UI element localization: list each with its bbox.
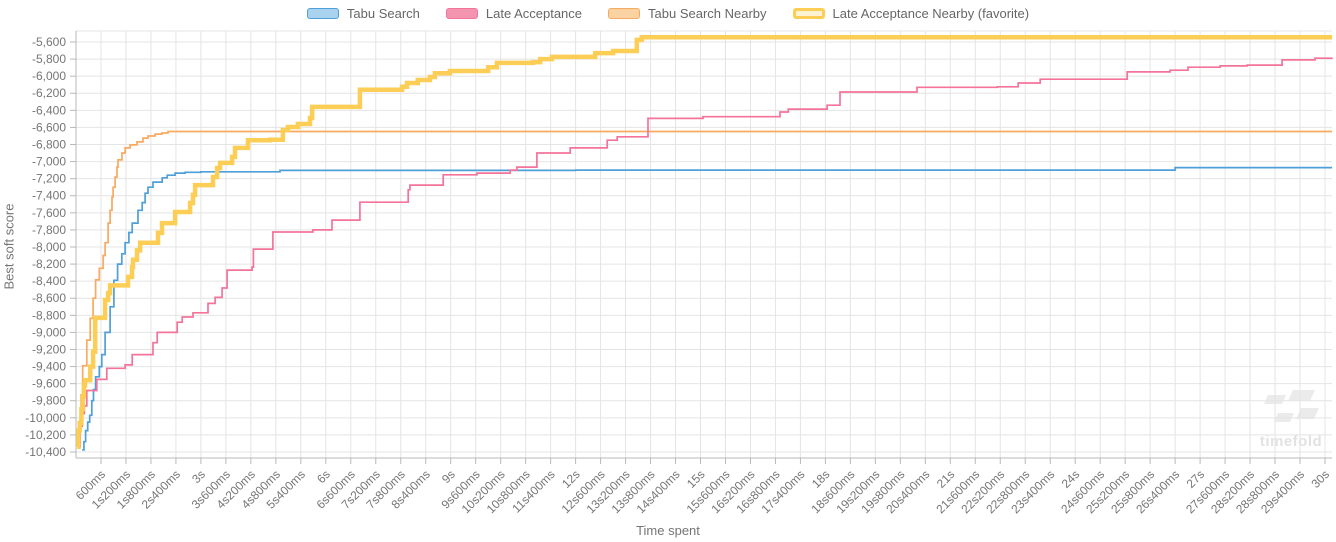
y-tick-label: -5,600 <box>32 35 66 49</box>
y-tick-label: -8,600 <box>32 291 66 305</box>
series-line-tabu-search <box>82 166 1333 451</box>
legend-label: Tabu Search <box>346 6 420 21</box>
y-tick-label: -5,800 <box>32 52 66 66</box>
y-tick-label: -9,200 <box>32 342 66 356</box>
legend-item-late-acceptance[interactable]: Late Acceptance <box>445 6 583 21</box>
y-tick-label: -7,400 <box>32 189 66 203</box>
series-line-late-acceptance-nearby-favorite <box>76 35 1333 450</box>
legend-item-tabu-search-nearby[interactable]: Tabu Search Nearby <box>608 6 767 21</box>
y-tick-label: -9,600 <box>32 377 66 391</box>
y-tick-label: -7,200 <box>32 172 66 186</box>
chart-legend: Tabu Search Late Acceptance Tabu Search Ne… <box>0 6 1336 21</box>
legend-item-late-acceptance-nearby-favorite[interactable]: Late Acceptance Nearby (favorite) <box>792 6 1030 21</box>
y-tick-label: -6,800 <box>32 137 66 151</box>
y-tick-label: -7,800 <box>32 223 66 237</box>
legend-swatch-icon <box>608 8 641 19</box>
y-tick-label: -6,600 <box>32 120 66 134</box>
series-line-late-acceptance <box>78 57 1333 448</box>
x-tick-label: 6s <box>314 467 333 486</box>
y-tick-label: -9,800 <box>32 394 66 408</box>
legend-item-tabu-search[interactable]: Tabu Search <box>306 6 420 21</box>
y-tick-label: -10,000 <box>25 411 66 425</box>
x-tick-label: 3s <box>189 467 208 486</box>
x-tick-label: 30s <box>1309 467 1333 491</box>
y-tick-label: -7,000 <box>32 155 66 169</box>
series-line-tabu-search-nearby <box>78 130 1333 447</box>
y-axis-title: Best soft score <box>1 203 17 290</box>
legend-swatch-icon <box>306 8 339 19</box>
y-tick-label: -6,200 <box>32 86 66 100</box>
x-tick-label: 9s <box>439 467 458 486</box>
legend-swatch-icon <box>445 8 478 19</box>
y-tick-label: -6,400 <box>32 103 66 117</box>
y-tick-label: -8,400 <box>32 274 66 288</box>
legend-swatch-icon <box>792 8 825 19</box>
x-axis-title: Time spent <box>636 523 700 538</box>
legend-label: Late Acceptance Nearby (favorite) <box>832 6 1030 21</box>
y-tick-label: -9,000 <box>32 325 66 339</box>
legend-label: Late Acceptance <box>485 6 583 21</box>
y-tick-label: -7,600 <box>32 206 66 220</box>
y-tick-label: -10,200 <box>25 428 66 442</box>
y-tick-label: -10,400 <box>25 445 66 459</box>
y-tick-label: -9,400 <box>32 360 66 374</box>
y-tick-label: -6,000 <box>32 69 66 83</box>
y-tick-label: -8,800 <box>32 308 66 322</box>
legend-label: Tabu Search Nearby <box>648 6 767 21</box>
y-tick-label: -8,000 <box>32 240 66 254</box>
y-tick-label: -8,200 <box>32 257 66 271</box>
